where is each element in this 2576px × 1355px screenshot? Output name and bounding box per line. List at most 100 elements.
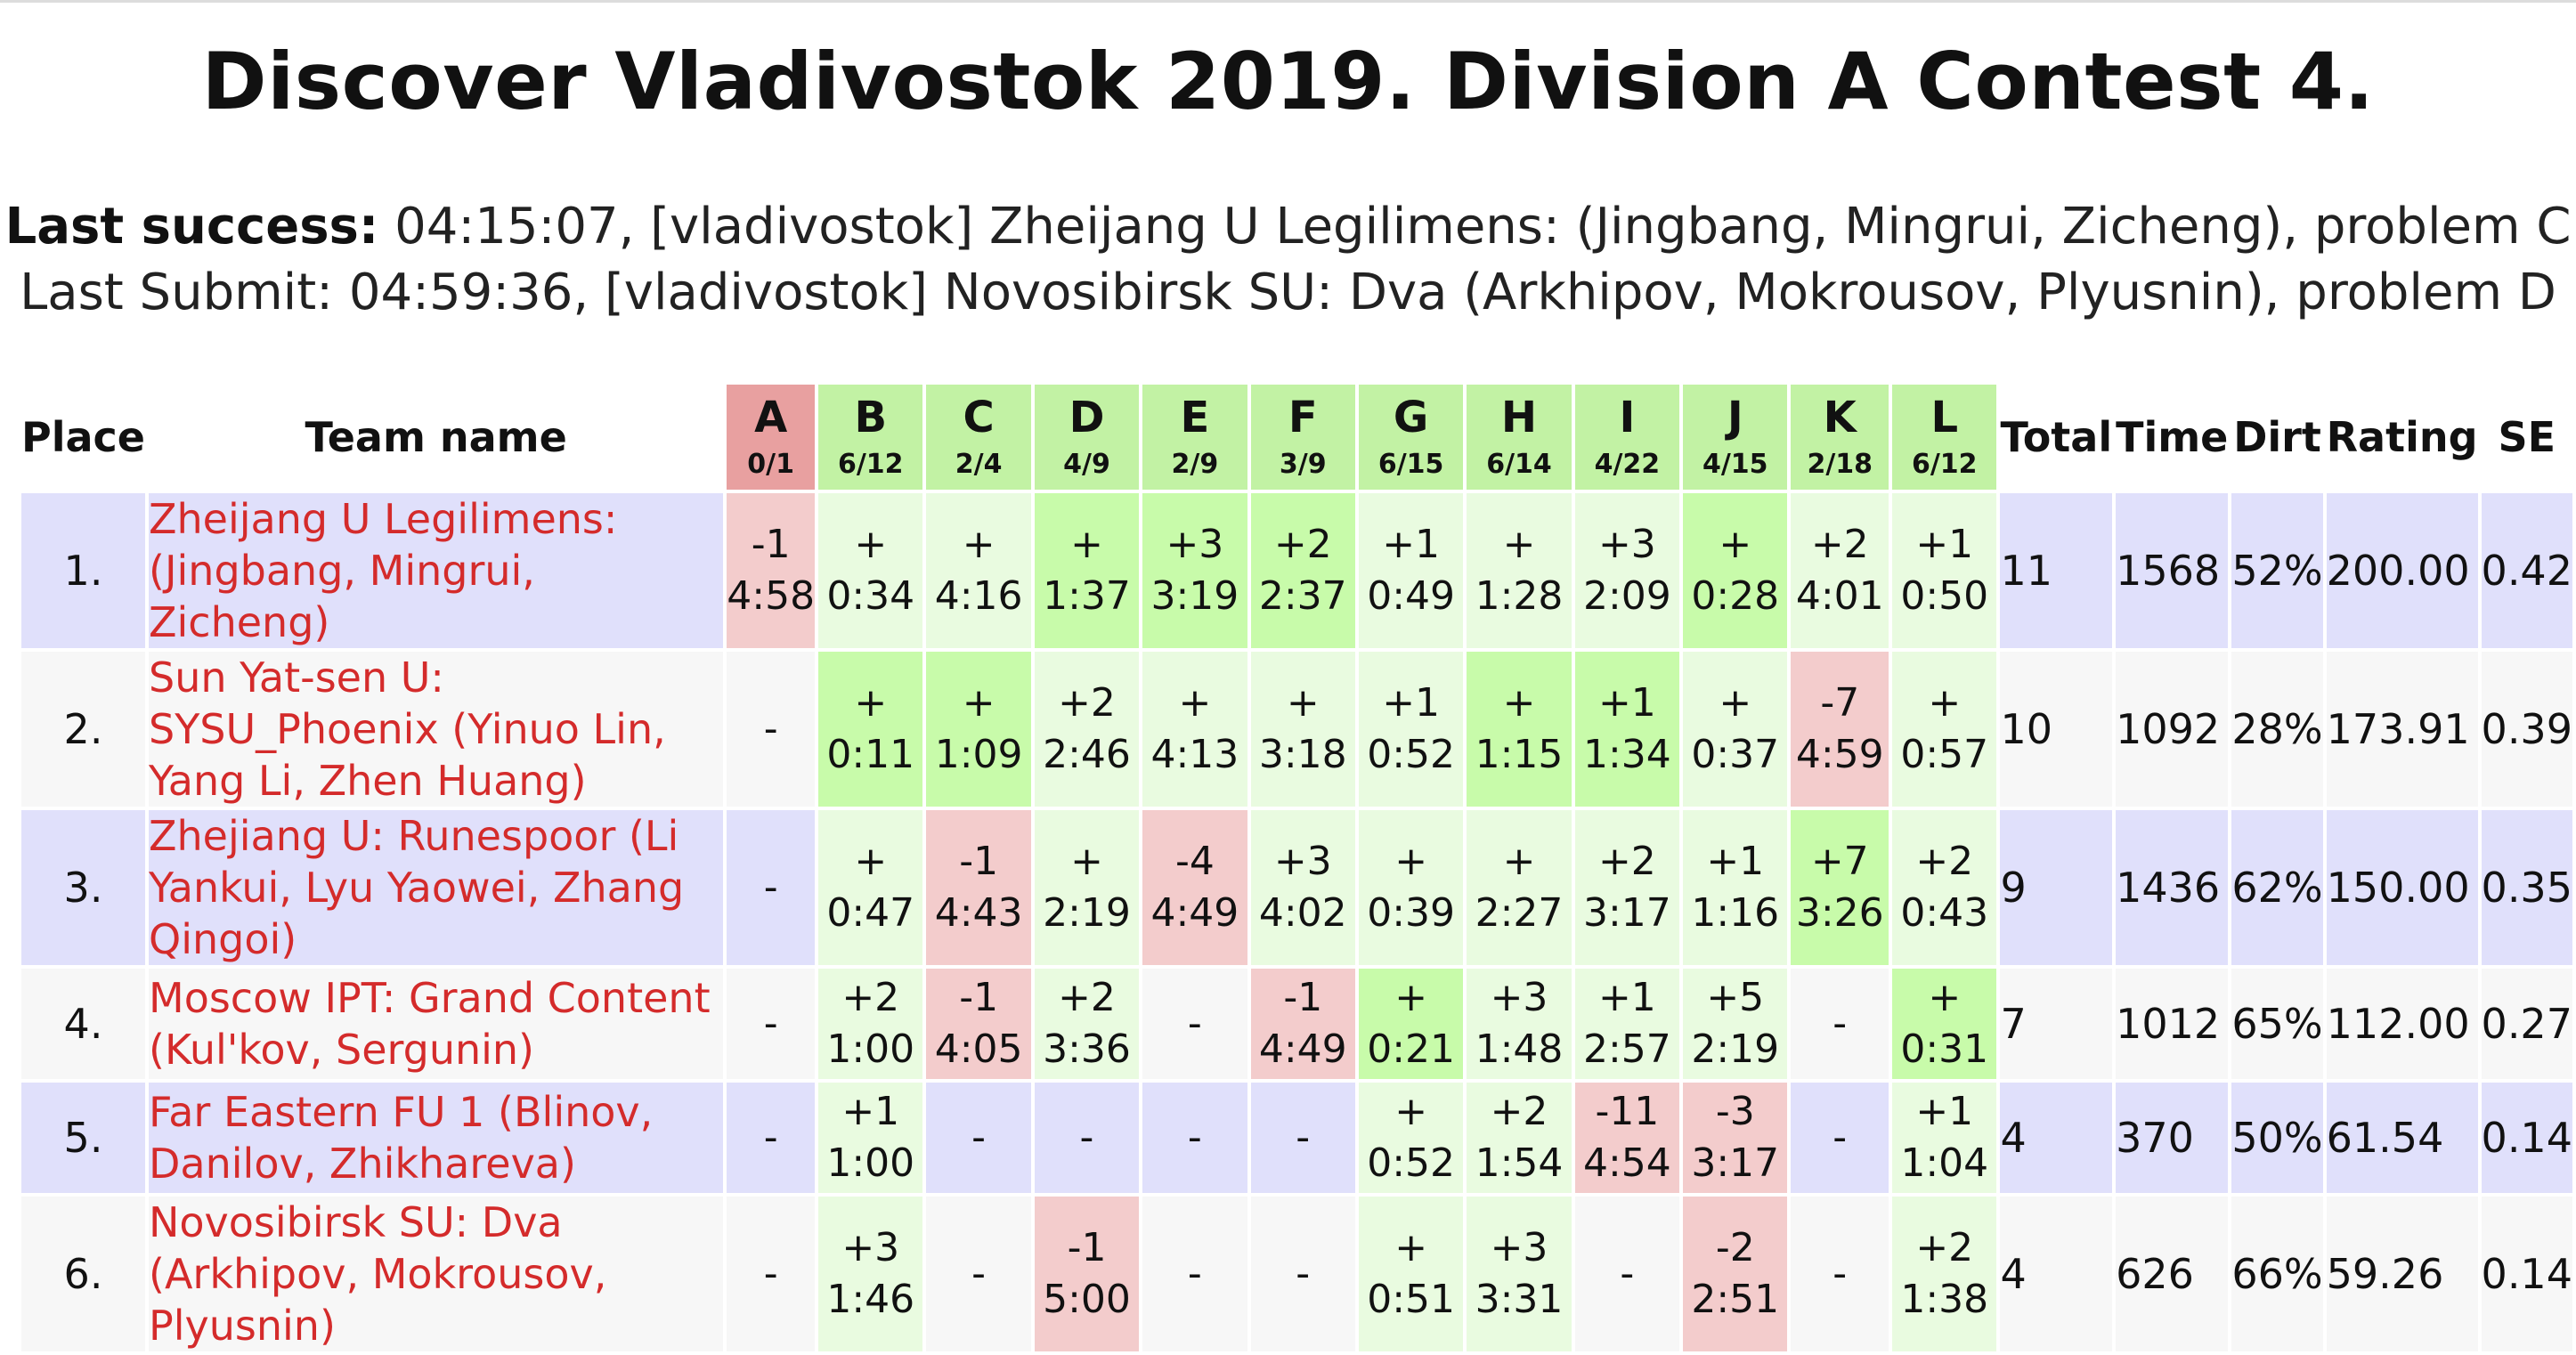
- solve-time: 3:18: [1258, 732, 1347, 777]
- problem-cell-l[interactable]: +0:57: [1892, 652, 1997, 807]
- problem-cell-h[interactable]: +3 3:31: [1467, 1197, 1572, 1351]
- problem-cell-k[interactable]: +7 3:26: [1791, 810, 1889, 965]
- problem-cell-d[interactable]: -1 5:00: [1034, 1197, 1140, 1351]
- problem-cell-g[interactable]: +1 0:52: [1358, 652, 1464, 807]
- team-name-link[interactable]: Sun Yat-sen U: SYSU_Phoenix (Yinuo Lin, …: [149, 652, 724, 807]
- problem-cell-f[interactable]: +3 4:02: [1250, 810, 1355, 965]
- problem-cell-e[interactable]: -: [1142, 1083, 1247, 1193]
- problem-cell-e[interactable]: +3 3:19: [1142, 493, 1247, 648]
- problem-cell-c[interactable]: -: [926, 1083, 1031, 1193]
- header-problem-d[interactable]: D 4/9: [1034, 385, 1140, 490]
- header-problem-g[interactable]: G 6/15: [1358, 385, 1464, 490]
- problem-cell-l[interactable]: +1 1:04: [1892, 1083, 1997, 1193]
- problem-cell-c[interactable]: -1 4:05: [926, 969, 1031, 1079]
- problem-cell-k[interactable]: +2 4:01: [1791, 493, 1889, 648]
- problem-cell-d[interactable]: +2:19: [1034, 810, 1140, 965]
- problem-cell-f[interactable]: -1 4:49: [1250, 969, 1355, 1079]
- problem-cell-e[interactable]: -4 4:49: [1142, 810, 1247, 965]
- problem-cell-a[interactable]: -: [727, 969, 816, 1079]
- problem-cell-i[interactable]: +3 2:09: [1574, 493, 1680, 648]
- problem-cell-b[interactable]: +3 1:46: [818, 1197, 923, 1351]
- team-name-link[interactable]: Moscow IPT: Grand Content (Kul'kov, Serg…: [149, 969, 724, 1079]
- problem-cell-g[interactable]: +0:21: [1358, 969, 1464, 1079]
- problem-cell-d[interactable]: +1:37: [1034, 493, 1140, 648]
- problem-cell-a[interactable]: -: [727, 1083, 816, 1193]
- header-problem-k[interactable]: K 2/18: [1791, 385, 1889, 490]
- problem-cell-d[interactable]: +2 2:46: [1034, 652, 1140, 807]
- problem-cell-j[interactable]: -2 2:51: [1683, 1197, 1788, 1351]
- problem-cell-a[interactable]: -: [727, 652, 816, 807]
- problem-cell-j[interactable]: +0:37: [1683, 652, 1788, 807]
- problem-cell-j[interactable]: +0:28: [1683, 493, 1788, 648]
- problem-cell-e[interactable]: -: [1142, 969, 1247, 1079]
- problem-cell-k[interactable]: -: [1791, 1197, 1889, 1351]
- problem-cell-i[interactable]: -: [1574, 1197, 1680, 1351]
- header-problem-b[interactable]: B 6/12: [818, 385, 923, 490]
- problem-cell-a[interactable]: -: [727, 1197, 816, 1351]
- problem-cell-b[interactable]: +2 1:00: [818, 969, 923, 1079]
- problem-cell-e[interactable]: +4:13: [1142, 652, 1247, 807]
- header-place[interactable]: Place: [21, 385, 145, 490]
- problem-cell-f[interactable]: +2 2:37: [1250, 493, 1355, 648]
- problem-cell-h[interactable]: +3 1:48: [1467, 969, 1572, 1079]
- problem-cell-b[interactable]: +1 1:00: [818, 1083, 923, 1193]
- problem-cell-h[interactable]: +1:15: [1467, 652, 1572, 807]
- problem-cell-h[interactable]: +2 1:54: [1467, 1083, 1572, 1193]
- problem-cell-h[interactable]: +2:27: [1467, 810, 1572, 965]
- problem-cell-f[interactable]: -: [1250, 1197, 1355, 1351]
- problem-cell-c[interactable]: +4:16: [926, 493, 1031, 648]
- header-dirt[interactable]: Dirt: [2231, 385, 2323, 490]
- header-problem-f[interactable]: F 3/9: [1250, 385, 1355, 490]
- header-problem-a[interactable]: A 0/1: [727, 385, 816, 490]
- problem-cell-f[interactable]: -: [1250, 1083, 1355, 1193]
- problem-cell-b[interactable]: +0:47: [818, 810, 923, 965]
- problem-cell-f[interactable]: +3:18: [1250, 652, 1355, 807]
- header-problem-i[interactable]: I 4/22: [1574, 385, 1680, 490]
- problem-cell-k[interactable]: -: [1791, 969, 1889, 1079]
- problem-cell-l[interactable]: +0:31: [1892, 969, 1997, 1079]
- problem-cell-d[interactable]: -: [1034, 1083, 1140, 1193]
- problem-cell-a[interactable]: -1 4:58: [727, 493, 816, 648]
- problem-cell-l[interactable]: +2 0:43: [1892, 810, 1997, 965]
- rating-cell: 173.91: [2326, 652, 2478, 807]
- header-problem-h[interactable]: H 6/14: [1467, 385, 1572, 490]
- problem-cell-c[interactable]: -1 4:43: [926, 810, 1031, 965]
- problem-cell-a[interactable]: -: [727, 810, 816, 965]
- header-problem-c[interactable]: C 2/4: [926, 385, 1031, 490]
- problem-cell-k[interactable]: -: [1791, 1083, 1889, 1193]
- header-problem-e[interactable]: E 2/9: [1142, 385, 1247, 490]
- header-total[interactable]: Total: [2000, 385, 2113, 490]
- header-problem-j[interactable]: J 4/15: [1683, 385, 1788, 490]
- problem-cell-d[interactable]: +2 3:36: [1034, 969, 1140, 1079]
- team-name-link[interactable]: Zhejiang U: Runespoor (Li Yankui, Lyu Ya…: [149, 810, 724, 965]
- problem-cell-j[interactable]: -3 3:17: [1683, 1083, 1788, 1193]
- problem-cell-g[interactable]: +0:39: [1358, 810, 1464, 965]
- problem-cell-b[interactable]: +0:11: [818, 652, 923, 807]
- problem-cell-i[interactable]: +1 2:57: [1574, 969, 1680, 1079]
- problem-cell-c[interactable]: +1:09: [926, 652, 1031, 807]
- problem-cell-g[interactable]: +0:51: [1358, 1197, 1464, 1351]
- problem-cell-c[interactable]: -: [926, 1197, 1031, 1351]
- problem-cell-l[interactable]: +2 1:38: [1892, 1197, 1997, 1351]
- header-problem-l[interactable]: L 6/12: [1892, 385, 1997, 490]
- header-se[interactable]: SE: [2481, 385, 2572, 490]
- problem-cell-b[interactable]: +0:34: [818, 493, 923, 648]
- problem-cell-j[interactable]: +5 2:19: [1683, 969, 1788, 1079]
- problem-cell-i[interactable]: +2 3:17: [1574, 810, 1680, 965]
- problem-cell-g[interactable]: +0:52: [1358, 1083, 1464, 1193]
- header-team-name[interactable]: Team name: [149, 385, 724, 490]
- team-name-link[interactable]: Far Eastern FU 1 (Blinov, Danilov, Zhikh…: [149, 1083, 724, 1193]
- problem-cell-i[interactable]: -11 4:54: [1574, 1083, 1680, 1193]
- problem-cell-g[interactable]: +1 0:49: [1358, 493, 1464, 648]
- solve-time: 2:09: [1582, 573, 1671, 619]
- problem-cell-h[interactable]: +1:28: [1467, 493, 1572, 648]
- team-name-link[interactable]: Novosibirsk SU: Dva (Arkhipov, Mokrousov…: [149, 1197, 724, 1351]
- problem-cell-j[interactable]: +1 1:16: [1683, 810, 1788, 965]
- header-time[interactable]: Time: [2116, 385, 2229, 490]
- team-name-link[interactable]: Zheijang U Legilimens: (Jingbang, Mingru…: [149, 493, 724, 648]
- problem-cell-e[interactable]: -: [1142, 1197, 1247, 1351]
- problem-cell-l[interactable]: +1 0:50: [1892, 493, 1997, 648]
- problem-cell-k[interactable]: -7 4:59: [1791, 652, 1889, 807]
- problem-cell-i[interactable]: +1 1:34: [1574, 652, 1680, 807]
- header-rating[interactable]: Rating: [2326, 385, 2478, 490]
